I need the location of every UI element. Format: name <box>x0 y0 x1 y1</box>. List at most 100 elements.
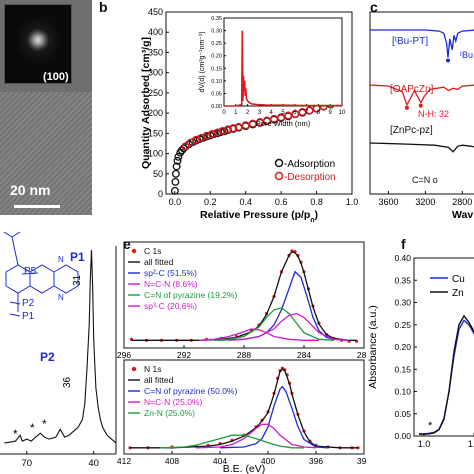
xps-legend-label: C=N of pyrazine (19.2%) <box>144 290 237 300</box>
pore-inset-y-label: dV(d) (cm³g⁻¹nm⁻¹) <box>199 31 206 92</box>
ftir-line-znpc-pz <box>369 142 474 153</box>
xps-n1s-x-ticks: 412 408 404 400 396 392 <box>117 451 366 466</box>
xps-fit-line <box>228 312 350 341</box>
ftir-line-tbu-pt <box>370 29 474 58</box>
xps-fit-line <box>195 423 317 449</box>
ftir-line-oapczn <box>369 84 474 107</box>
pore-inset-x-tick-label: 2 <box>246 110 250 116</box>
pore-inset-x-tick-label: 10 <box>339 110 346 116</box>
legend-marker-adsorption <box>274 158 284 168</box>
legend-label-zn: Zn <box>452 288 464 299</box>
adsorption-point <box>179 144 188 153</box>
star-1: * <box>13 427 18 441</box>
xps-n1s-lines <box>128 366 360 450</box>
star-3: * <box>42 417 47 431</box>
isotherm-y-tick-label: 400 <box>148 27 163 37</box>
pore-inset-x-tick-label: 0 <box>222 110 226 116</box>
adsorption-point <box>171 177 180 186</box>
fft-inset-label: (100) <box>43 71 69 83</box>
isotherm-x-tick-label: 1.0 <box>346 197 359 207</box>
panel-letter-b: b <box>99 0 108 15</box>
absorbance-y-ticks: 0.00 0.05 0.10 0.15 0.20 0.25 0.30 0.35 0.40 <box>394 253 417 441</box>
absorbance-star: * <box>428 420 433 432</box>
absorbance-line-zn <box>419 314 474 435</box>
isotherm-x-tick-label: 0.2 <box>204 197 217 207</box>
absorbance-y-tick-label: 0.30 <box>394 298 411 308</box>
xps-c1s-lines <box>129 249 359 343</box>
absorbance-y-tick-label: 0.10 <box>394 387 411 397</box>
ftir-annot-tbu: ᵗBu <box>460 50 473 60</box>
desorption-point <box>241 121 250 130</box>
xps-fit-line <box>213 307 335 341</box>
absorbance-lines <box>419 314 474 435</box>
xps-x-label: B.E. (eV) <box>223 463 266 474</box>
desorption-point <box>291 109 300 118</box>
xps-bottom-frame <box>123 359 365 455</box>
xps-x-tick-label: 412 <box>117 456 131 466</box>
xps-legend-label: C 1s <box>144 246 161 256</box>
pore-inset-x-tick-label: 8 <box>317 110 321 116</box>
xps-x-tick-label: 292 <box>177 350 191 360</box>
ftir-lines <box>369 29 474 153</box>
xps-x-tick-label: 396 <box>309 456 323 466</box>
legend-label-cu: Cu <box>452 274 465 285</box>
mass-spectrum-x-tick-label: 70 <box>21 458 32 469</box>
pore-inset-y-tick-label: 0.35 <box>211 16 222 22</box>
arrow-p2 <box>9 301 21 305</box>
ftir-x-ticks: 3600 3200 2800 <box>378 191 472 207</box>
isotherm-y-tick-label: 350 <box>148 47 163 57</box>
ftir-annot-cn: C=N o <box>412 175 438 185</box>
xps-legend-label: Zn-N (25.0%) <box>144 408 195 418</box>
xps-x-tick-label: 284 <box>297 350 311 360</box>
pore-inset-x-tick-label: 1 <box>234 110 238 116</box>
xps-fit-line <box>159 434 304 449</box>
isotherm-y-tick-label: 250 <box>148 88 163 98</box>
xps-x-tick-label: 404 <box>213 456 227 466</box>
arrow-p5 <box>21 272 39 275</box>
isotherm-x-label: Relative Pressure (p/p0) <box>200 209 318 222</box>
peak-label-36: 36 <box>62 376 73 388</box>
molecule-bond-4 <box>11 232 21 238</box>
adsorption-point <box>170 186 179 195</box>
xps-fit-line <box>219 385 329 449</box>
xps-x-tick-label: 296 <box>117 350 131 360</box>
desorption-point <box>263 116 271 125</box>
pore-inset-x-label: Pore Width (nm) <box>256 119 311 128</box>
isotherm-legend: -Adsorption -Desorption <box>274 158 336 183</box>
absorbance-x-tick-label: 1.0 <box>418 439 431 449</box>
desorption-point <box>229 124 238 133</box>
isotherm-plot-frame <box>165 11 353 195</box>
scale-bar-label: 20 nm <box>10 182 51 198</box>
pore-inset-x-tick-label: 6 <box>293 110 297 116</box>
desorption-point <box>248 119 257 128</box>
ftir-label-oapczn: [OAPcZn] <box>390 84 434 95</box>
peak-label-p1-molecule: P1 <box>22 311 35 322</box>
adsorption-point <box>172 162 181 171</box>
isotherm-x-tick-label: 0.0 <box>169 197 182 207</box>
peak-label-p5-molecule: P5 <box>24 266 37 277</box>
pore-inset-y-tick-label: 0.10 <box>211 79 222 85</box>
absorbance-y-tick-label: 0.05 <box>394 409 411 419</box>
absorbance-line-cu <box>419 319 474 435</box>
xps-legend-label: all fitted <box>144 257 174 267</box>
adsorption-point <box>195 135 204 143</box>
desorption-point <box>277 113 286 122</box>
isotherm-x-label-main: Relative Pressure (p/p <box>200 209 310 221</box>
isotherm-y-label: Quantity Adsorbed [cm³/g] <box>140 37 152 169</box>
ftir-label-znpc-pz: [ZnPc-pz] <box>390 125 433 136</box>
absorbance-y-label: Absorbance (a.u.) <box>367 305 379 388</box>
pore-inset-x-tick-label: 5 <box>281 110 285 116</box>
adsorption-point <box>206 131 215 140</box>
molecule-label-n2: N <box>58 293 64 302</box>
xps-x-tick-label: 400 <box>261 456 275 466</box>
xps-x-tick-label: 408 <box>165 456 179 466</box>
desorption-point <box>305 106 314 115</box>
star-2: * <box>30 421 35 435</box>
pore-inset-y-tick-label: 0.15 <box>211 66 222 72</box>
desorption-point <box>213 128 222 137</box>
ftir-marker-tbu <box>446 58 450 63</box>
ftir-x-tick-label: 3600 <box>378 197 398 207</box>
pore-inset-line <box>224 30 342 107</box>
absorbance-y-tick-label: 0.20 <box>394 342 411 352</box>
